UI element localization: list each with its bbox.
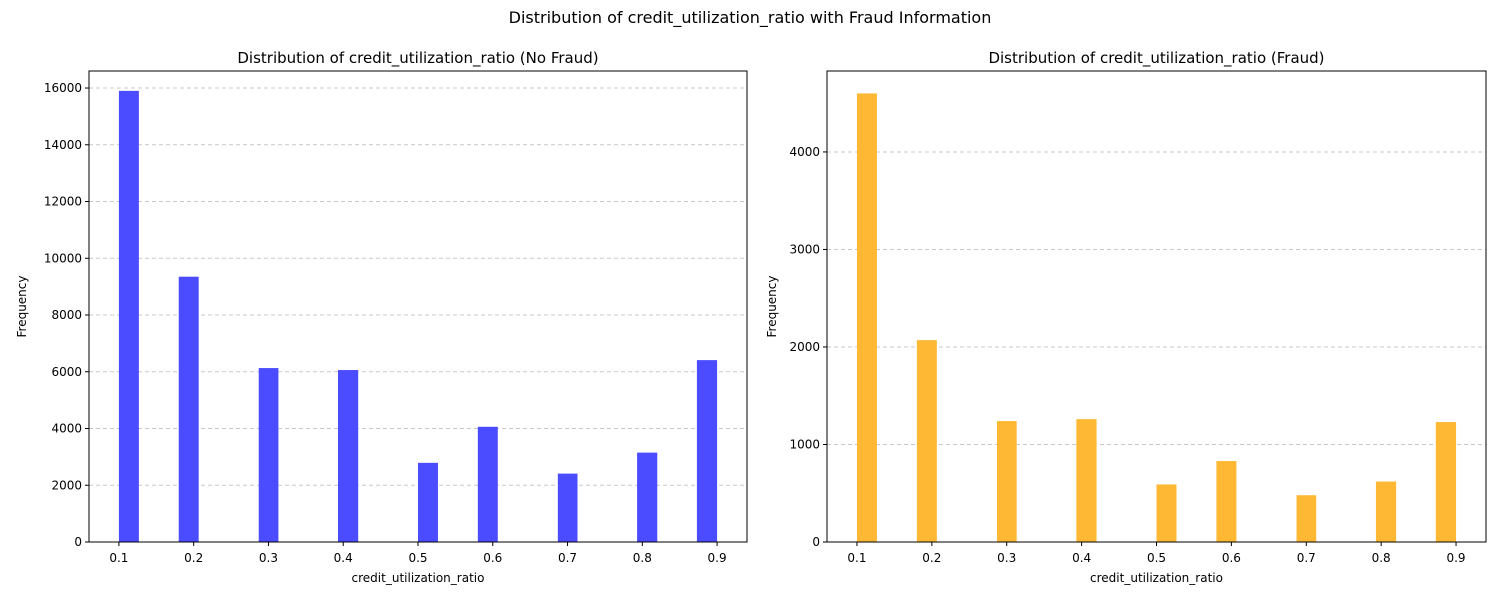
x-tick-label: 0.1 [847, 551, 866, 565]
histogram-bar [1296, 495, 1317, 542]
y-tick-label: 6000 [51, 365, 82, 379]
y-axis-label: Frequency [15, 276, 29, 338]
y-axis-label: Frequency [765, 276, 779, 338]
histogram-bar [418, 462, 438, 542]
chart-no-fraud: 0 2000 4000 6000 8000 10000 12000 14000 16000 0.1… [15, 49, 748, 585]
y-tick-label: 2000 [51, 478, 82, 492]
figure-title: Distribution of credit_utilization_ratio… [508, 8, 992, 27]
chart-fraud: 0 1000 2000 3000 4000 0.1 0.2 0.3 0.4 0.5 0.6 0.7 0.… [765, 49, 1487, 585]
y-tick-label: 14000 [44, 138, 82, 152]
histogram-bar [1435, 422, 1457, 542]
y-tick-label: 10000 [44, 251, 82, 265]
x-tick-label: 0.1 [109, 551, 128, 565]
x-tick-label: 0.4 [1072, 551, 1091, 565]
y-tick-label: 8000 [51, 308, 82, 322]
histogram-bar [477, 426, 498, 542]
histogram-bar [1375, 481, 1397, 542]
histogram-bar [1076, 419, 1097, 542]
x-tick-label: 0.6 [483, 551, 502, 565]
x-tick-label: 0.2 [922, 551, 941, 565]
x-tick-label: 0.5 [1147, 551, 1166, 565]
chart-title: Distribution of credit_utilization_ratio… [988, 49, 1324, 68]
x-tick-label: 0.6 [1222, 551, 1241, 565]
x-tick-label: 0.8 [1372, 551, 1391, 565]
x-tick-label: 0.8 [633, 551, 652, 565]
x-axis-label: credit_utilization_ratio [352, 571, 485, 585]
x-tick-label: 0.5 [408, 551, 427, 565]
y-tick-label: 2000 [789, 340, 820, 354]
y-tick-label: 4000 [789, 145, 820, 159]
x-tick-label: 0.4 [334, 551, 353, 565]
y-tick-label: 0 [812, 535, 820, 549]
histogram-bar [557, 473, 578, 542]
histogram-bar [996, 421, 1017, 542]
x-tick-label: 0.2 [184, 551, 203, 565]
y-tick-label: 0 [74, 535, 82, 549]
y-tick-label: 1000 [789, 437, 820, 451]
histogram-bar [1216, 461, 1237, 542]
histogram-bar [856, 93, 877, 542]
histogram-bar [337, 370, 359, 542]
x-tick-label: 0.3 [997, 551, 1016, 565]
histogram-bar [916, 340, 937, 542]
histogram-bar [118, 90, 139, 542]
y-tick-label: 3000 [789, 242, 820, 256]
x-tick-label: 0.9 [1446, 551, 1465, 565]
histogram-bar [696, 360, 718, 542]
y-tick-label: 16000 [44, 81, 82, 95]
x-tick-label: 0.7 [1297, 551, 1316, 565]
histogram-bar [178, 276, 199, 542]
histogram-bar [258, 368, 279, 542]
chart-title: Distribution of credit_utilization_ratio… [237, 49, 598, 68]
y-tick-label: 4000 [51, 422, 82, 436]
x-axis-label: credit_utilization_ratio [1090, 571, 1223, 585]
x-tick-label: 0.7 [558, 551, 577, 565]
y-tick-label: 12000 [44, 195, 82, 209]
histogram-bar [1156, 484, 1177, 542]
histogram-bar [637, 452, 658, 542]
x-tick-label: 0.9 [708, 551, 727, 565]
x-tick-label: 0.3 [259, 551, 278, 565]
